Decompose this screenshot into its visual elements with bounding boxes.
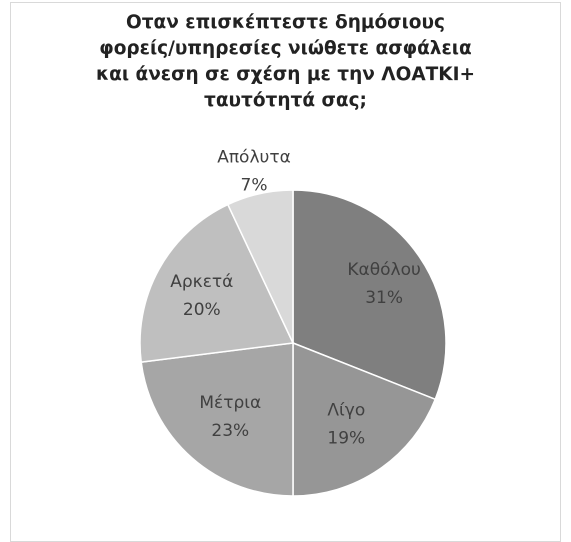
slice-percent-label: 7% <box>241 175 268 195</box>
slice-percent-label: 20% <box>183 300 221 320</box>
chart-title-line-1: Οταν επισκέπτεστε δημόσιους <box>126 12 445 33</box>
slice-category-label: Αρκετά <box>170 272 233 292</box>
slice-percent-label: 19% <box>327 429 365 449</box>
chart-title-line-2: φορείς/υπηρεσίες νιώθετε ασφάλεια <box>99 38 472 59</box>
pie-slices <box>139 189 447 497</box>
pie-slice-2 <box>292 341 437 497</box>
slice-percent-label: 31% <box>365 288 403 308</box>
pie-labels: Καθόλου 31% Λίγο 19% Μέτρια 23% Αρκετά 20% Απόλυ… <box>170 147 421 448</box>
pie-slice-5 <box>226 189 294 344</box>
slice-percent-label: 23% <box>211 421 249 441</box>
pie-slice-3 <box>140 342 294 497</box>
slice-category-label: Λίγο <box>327 401 365 421</box>
pie-slice-4 <box>139 203 295 364</box>
slice-category-label: Απόλυτα <box>217 147 291 167</box>
slice-category-label: Καθόλου <box>347 260 420 280</box>
pie-slice-1 <box>292 189 447 401</box>
slice-category-label: Μέτρια <box>199 393 261 413</box>
chart-title-line-4: ταυτότητά σας; <box>204 90 367 111</box>
chart-title-line-3: και άνεση σε σχέση με την ΛΟΑΤΚΙ+ <box>95 64 475 85</box>
chart-title: Οταν επισκέπτεστε δημόσιους φορείς/υπηρε… <box>0 10 571 114</box>
